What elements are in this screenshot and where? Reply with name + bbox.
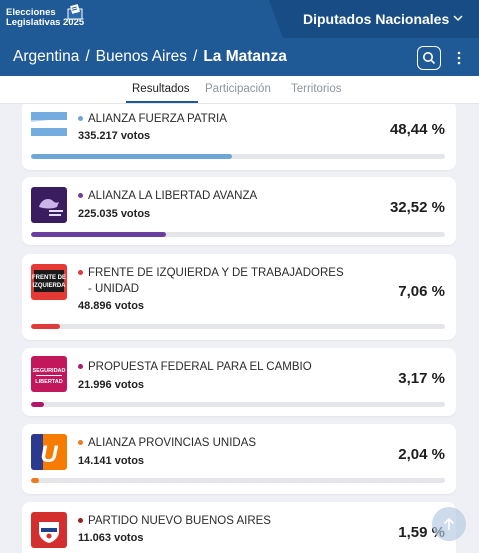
party-percent: 2,04 %	[398, 446, 445, 463]
party-votes: 14.141 votos	[78, 455, 145, 467]
result-card[interactable]: U ALIANZA PROVINCIAS UNIDAS 14.141 votos…	[22, 424, 456, 494]
party-name: ALIANZA PROVINCIAS UNIDAS	[88, 437, 257, 449]
party-name: ALIANZA LA LIBERTAD AVANZA	[88, 190, 258, 202]
results-list[interactable]: ALIANZA FUERZA PATRIA 335.217 votos 48,4…	[22, 104, 456, 553]
scroll-to-top-button[interactable]	[432, 507, 466, 541]
logo-libertad-text: LIBERTAD	[35, 379, 62, 385]
party-color-dot	[78, 193, 83, 198]
party-logo	[31, 106, 67, 142]
vote-share-fill	[31, 154, 232, 159]
tab-territorios[interactable]: Territorios	[291, 83, 342, 95]
top-bar: Elecciones Legislativas 2025 Diputados N…	[0, 0, 479, 38]
tab-resultados[interactable]: Resultados	[132, 83, 190, 95]
active-tab-indicator	[126, 101, 198, 103]
breadcrumb-separator: /	[193, 48, 198, 65]
vote-share-fill	[31, 402, 45, 407]
breadcrumb: Argentina / Buenos Aires / La Matanza	[0, 38, 479, 76]
result-card[interactable]: ALIANZA FUERZA PATRIA 335.217 votos 48,4…	[22, 104, 456, 170]
party-logo	[31, 187, 67, 223]
party-percent: 32,52 %	[389, 199, 445, 216]
party-color-dot	[78, 518, 83, 523]
vote-share-bar	[31, 324, 445, 329]
party-votes: 48.896 votos	[78, 300, 145, 312]
arrow-up-icon	[443, 517, 455, 530]
results-tabs: Resultados Participación Territorios	[0, 76, 479, 104]
u-logo-icon: U	[31, 434, 67, 470]
chevron-down-icon	[453, 15, 463, 22]
party-color-dot	[78, 116, 83, 121]
party-votes: 21.996 votos	[78, 379, 145, 391]
tab-participacion[interactable]: Participación	[205, 83, 271, 95]
more-vertical-icon	[457, 51, 461, 65]
logo-seguridad-text: SEGURIDAD	[32, 368, 65, 374]
vote-share-bar	[31, 232, 445, 237]
party-votes: 335.217 votos	[78, 130, 151, 142]
fit-logo-line1: FRENTE DE	[32, 275, 66, 281]
party-name: PARTIDO NUEVO BUENOS AIRES	[88, 515, 271, 527]
chamber-selector[interactable]: Diputados Nacionales	[269, 0, 479, 38]
party-logo	[31, 512, 67, 548]
vote-share-bar	[31, 402, 445, 407]
fit-logo-icon: FRENTE DE IZQUIERDA	[31, 264, 67, 300]
vote-share-fill	[31, 478, 40, 483]
party-logo: FRENTE DE IZQUIERDA	[31, 264, 67, 300]
vote-share-fill	[31, 232, 166, 237]
result-card[interactable]: FRENTE DE IZQUIERDA FRENTE DE IZQUIERDA …	[22, 254, 456, 340]
vote-share-bar	[31, 154, 445, 159]
search-button[interactable]	[417, 46, 441, 70]
scroll-gutter	[468, 104, 479, 553]
selector-slant	[269, 0, 283, 38]
party-logo: U	[31, 434, 67, 470]
party-color-dot	[78, 270, 83, 275]
party-percent: 7,06 %	[398, 283, 445, 300]
party-name: FRENTE DE IZQUIERDA Y DE TRABAJADORES - …	[88, 267, 344, 295]
breadcrumb-current: La Matanza	[203, 48, 287, 65]
breadcrumb-province[interactable]: Buenos Aires	[95, 48, 188, 65]
flag-stripes-icon	[31, 106, 67, 142]
party-color-dot	[78, 440, 83, 445]
party-name: PROPUESTA FEDERAL PARA EL CAMBIO	[88, 361, 312, 373]
seguridad-libertad-icon: SEGURIDAD LIBERTAD	[31, 356, 67, 392]
party-name: ALIANZA FUERZA PATRIA	[88, 113, 227, 125]
party-votes: 11.063 votos	[78, 532, 144, 544]
lion-logo-icon	[31, 187, 67, 223]
vote-share-fill	[31, 324, 61, 329]
logo-line1: Elecciones	[6, 7, 56, 18]
elections-logo[interactable]: Elecciones Legislativas 2025	[6, 4, 85, 28]
party-percent: 48,44 %	[389, 121, 445, 138]
search-icon	[423, 52, 436, 65]
shield-logo-icon	[31, 512, 67, 548]
chamber-selector-label: Diputados Nacionales	[303, 11, 450, 27]
u-logo-letter: U	[40, 441, 58, 468]
breadcrumb-separator: /	[85, 48, 90, 65]
result-card[interactable]: ALIANZA LA LIBERTAD AVANZA 225.035 votos…	[22, 177, 456, 245]
ballot-icon	[67, 4, 83, 20]
fit-logo-line2: IZQUIERDA	[33, 283, 67, 289]
party-color-dot	[78, 364, 83, 369]
result-card[interactable]: PARTIDO NUEVO BUENOS AIRES 11.063 votos …	[22, 502, 456, 553]
party-percent: 3,17 %	[398, 370, 445, 387]
party-votes: 225.035 votos	[78, 208, 151, 220]
vote-share-bar	[31, 478, 445, 483]
result-card[interactable]: SEGURIDAD LIBERTAD PROPUESTA FEDERAL PAR…	[22, 348, 456, 416]
logo-line2: Legislativas 2025	[6, 17, 85, 28]
breadcrumb-country[interactable]: Argentina	[13, 48, 80, 65]
more-options-button[interactable]	[453, 49, 465, 67]
party-logo: SEGURIDAD LIBERTAD	[31, 356, 67, 392]
